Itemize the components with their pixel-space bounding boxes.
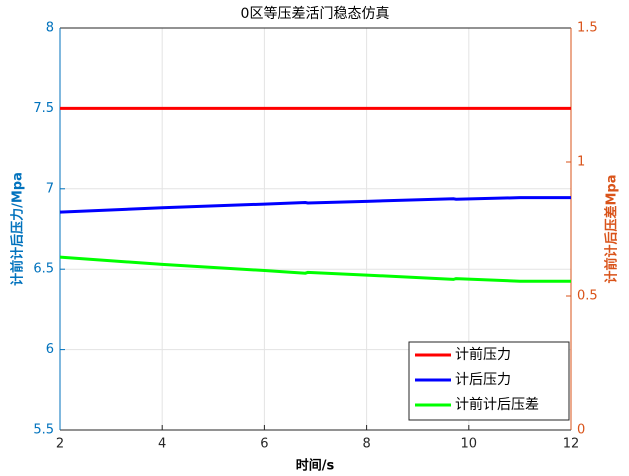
x-tick-label: 4 (158, 437, 166, 452)
x-tick-label: 8 (362, 437, 370, 452)
x-tick-label: 10 (461, 437, 478, 452)
y-tick-label: 7 (46, 181, 54, 196)
x-tick-label: 6 (260, 437, 268, 452)
y-tick-label: 8 (46, 21, 54, 36)
x-tick-label: 2 (56, 437, 64, 452)
series-line (59, 196, 571, 214)
series-line (59, 255, 571, 283)
y-axis-label: 计前计后压力/Mpa (10, 172, 26, 286)
x-axis-label: 时间/s (296, 458, 335, 474)
x-tick-label: 12 (563, 437, 580, 452)
y-tick-label: 6 (46, 342, 54, 357)
legend-label: 计前计后压差 (455, 396, 539, 413)
y2-tick-label: 0 (577, 423, 585, 438)
y-tick-label: 5.5 (33, 423, 54, 438)
legend-label: 计后压力 (455, 372, 511, 388)
y2-tick-label: 1 (577, 155, 585, 170)
y2-axis-label: 计前计后压差Mpa (604, 174, 620, 283)
legend-label: 计前压力 (455, 346, 511, 363)
y-tick-label: 6.5 (33, 262, 54, 277)
y2-tick-label: 0.5 (577, 289, 598, 304)
y-tick-label: 7.5 (33, 101, 54, 116)
y2-tick-label: 1.5 (577, 21, 598, 36)
chart-title: 0区等压差活门稳态仿真 (241, 5, 390, 22)
